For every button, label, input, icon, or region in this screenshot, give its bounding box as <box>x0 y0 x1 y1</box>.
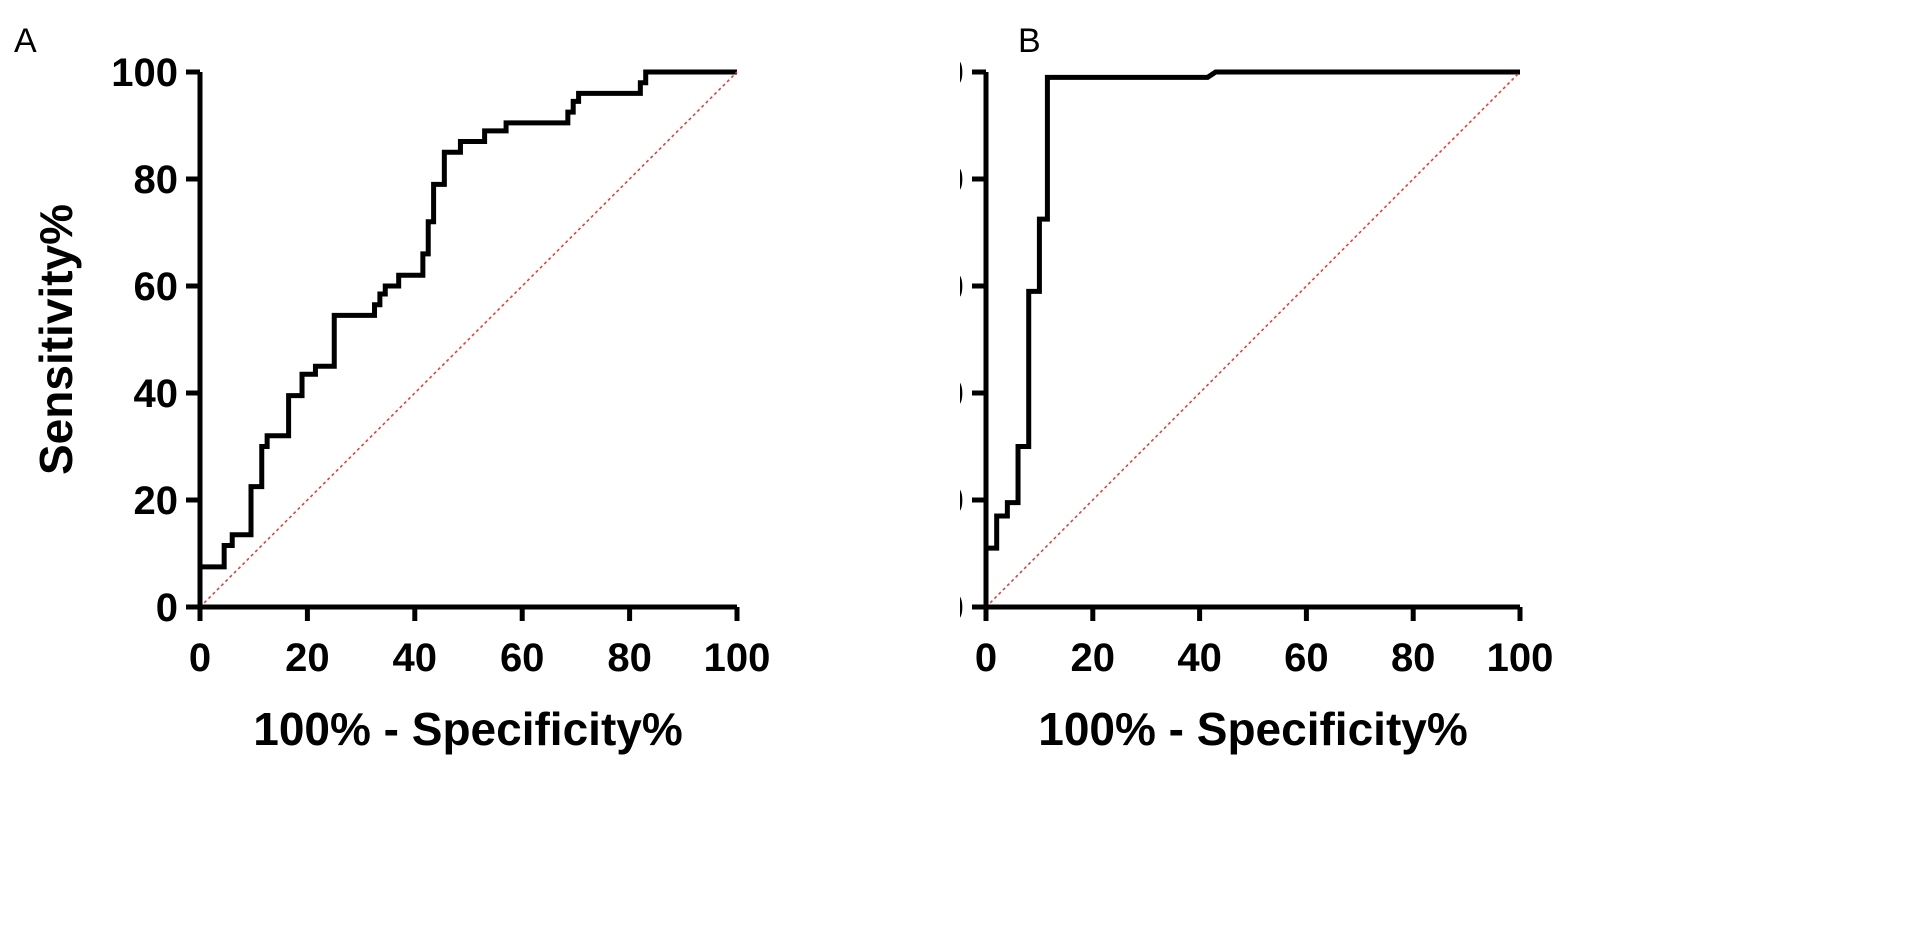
y-tick-label: 80 <box>134 158 179 202</box>
x-tick-label: 20 <box>1071 636 1116 680</box>
y-tick-label: 100 <box>960 51 964 95</box>
roc-curve-line <box>983 69 1520 607</box>
roc-chart-b: 020406080100020406080100Sensitivity%100%… <box>960 51 1554 755</box>
reference-diagonal-line <box>199 71 738 608</box>
y-tick-label: 0 <box>156 586 178 630</box>
x-tick-label: 40 <box>1177 636 1222 680</box>
y-tick-label: 40 <box>960 372 964 416</box>
roc-panel-a: A 0 20 40 60 80 100 0 20 40 60 80 100 Sensitivity% 10… <box>14 22 771 755</box>
roc-panel-b: B 020406080100020406080100Sensitivity%10… <box>960 0 1920 933</box>
x-tick-label: 0 <box>975 636 997 680</box>
y-tick-label: 80 <box>960 158 964 202</box>
x-axis-title: 100% - Specificity% <box>253 703 683 755</box>
panel-label-a: A <box>14 22 37 60</box>
x-tick-label: 60 <box>500 636 545 680</box>
x-tick-label: 0 <box>189 636 211 680</box>
y-tick-label: 60 <box>960 265 964 309</box>
y-tick-label: 40 <box>134 372 179 416</box>
x-tick-label: 80 <box>607 636 652 680</box>
x-axis-title: 100% - Specificity% <box>1038 703 1468 755</box>
x-tick-label: 20 <box>285 636 330 680</box>
y-axis-title: Sensitivity% <box>30 204 82 475</box>
reference-diagonal-line <box>985 71 1521 608</box>
y-tick-label: 20 <box>134 479 179 523</box>
y-tick-label: 20 <box>960 479 964 523</box>
x-tick-label: 100 <box>704 636 771 680</box>
roc-curve-line <box>197 69 737 607</box>
panel-label-b: B <box>1018 22 1041 60</box>
x-tick-label: 60 <box>1284 636 1329 680</box>
y-tick-label: 0 <box>960 586 964 630</box>
roc-chart-a: 0 20 40 60 80 100 0 20 40 60 80 100 Sensitivity% 100%… <box>30 51 771 755</box>
x-tick-label: 80 <box>1391 636 1436 680</box>
x-tick-label: 100 <box>1487 636 1554 680</box>
y-tick-label: 60 <box>134 265 179 309</box>
x-tick-label: 40 <box>393 636 438 680</box>
y-tick-label: 100 <box>111 51 178 95</box>
